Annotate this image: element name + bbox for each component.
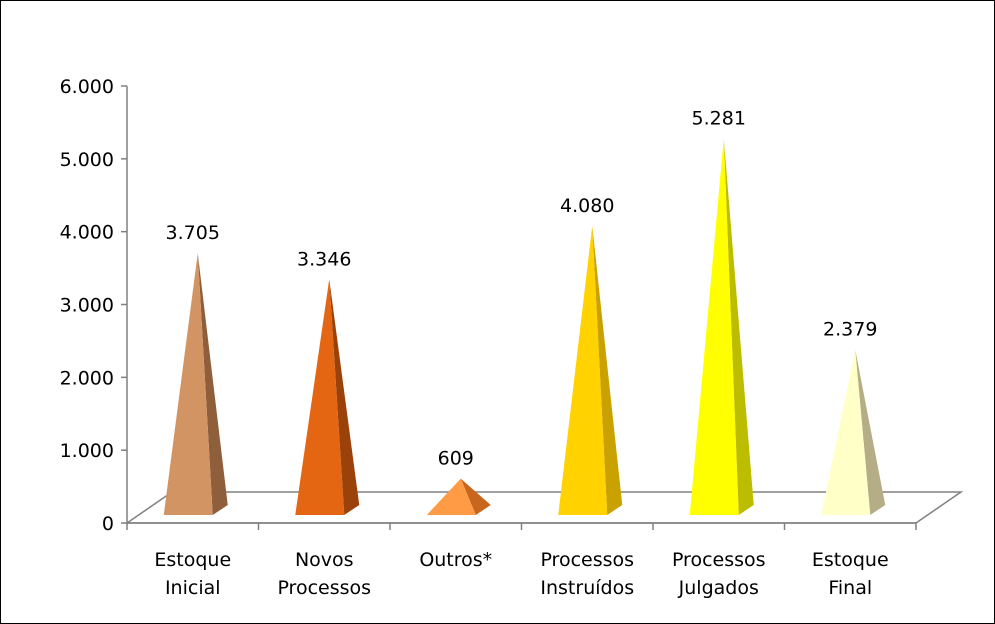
x-category-label-line: Processos: [277, 577, 371, 599]
data-label: 2.379: [823, 319, 877, 341]
bar-side-face: [855, 349, 886, 515]
y-tick-label: 2.000: [60, 367, 114, 389]
x-category-label-line: Estoque: [812, 549, 889, 571]
x-category-label: Novos Processos: [277, 549, 371, 599]
y-tick-label: 3.000: [60, 295, 114, 317]
x-category-label: Processos Julgados: [672, 549, 766, 599]
data-label: 3.346: [297, 248, 351, 270]
x-category-label: Estoque Inicial: [154, 549, 231, 599]
x-category-label-line: Inicial: [165, 577, 221, 599]
bar-side-face: [460, 478, 491, 515]
data-labels: 3.705 3.346 609 4.080 5.281 2.379: [166, 107, 878, 469]
x-category-label-line: Estoque: [154, 549, 231, 571]
bar-front-face: [295, 279, 345, 515]
x-category-label-line: Novos: [295, 549, 354, 571]
y-axis: 0 1.000 2.000 3.000 4.000 5.000 6.000: [60, 76, 128, 535]
x-category-label: Processos Instruídos: [540, 549, 634, 599]
bar-pyramid: [426, 478, 491, 515]
bar-front-face: [821, 349, 871, 515]
bar-front-face: [689, 138, 739, 515]
y-tick-label: 5.000: [60, 149, 114, 171]
x-category-label-line: Julgados: [678, 577, 759, 599]
y-tick-label: 0: [102, 513, 114, 535]
x-category-label-line: Processos: [672, 549, 766, 571]
bar-side-face: [329, 279, 360, 515]
data-label: 609: [438, 448, 474, 470]
bar-front-face: [426, 478, 476, 515]
bar-side-face: [592, 225, 623, 515]
bar-pyramid: [821, 349, 886, 515]
bar-front-face: [163, 253, 213, 515]
x-category-label: Outros*: [419, 549, 492, 571]
y-tick-label: 6.000: [60, 76, 114, 98]
x-category-label-line: Outros*: [419, 549, 492, 571]
data-label: 4.080: [560, 195, 614, 217]
bar-pyramid: [689, 138, 754, 515]
x-category-label-line: Processos: [540, 549, 634, 571]
data-label: 5.281: [692, 107, 746, 129]
x-category-label-line: Final: [828, 577, 872, 599]
data-label: 3.705: [166, 222, 220, 244]
bar-side-face: [723, 138, 754, 515]
bar-pyramid: [558, 225, 623, 515]
x-axis: Estoque Inicial Novos Processos Outros* Proce…: [126, 522, 917, 599]
bar-pyramid: [163, 253, 228, 515]
bar-side-face: [197, 253, 228, 515]
y-tick-label: 4.000: [60, 222, 114, 244]
bar-pyramid: [295, 279, 360, 515]
y-tick-label: 1.000: [60, 440, 114, 462]
x-category-label-line: Instruídos: [540, 577, 634, 599]
x-category-label: Estoque Final: [812, 549, 889, 599]
bar-front-face: [558, 225, 608, 515]
bars: [163, 138, 886, 515]
